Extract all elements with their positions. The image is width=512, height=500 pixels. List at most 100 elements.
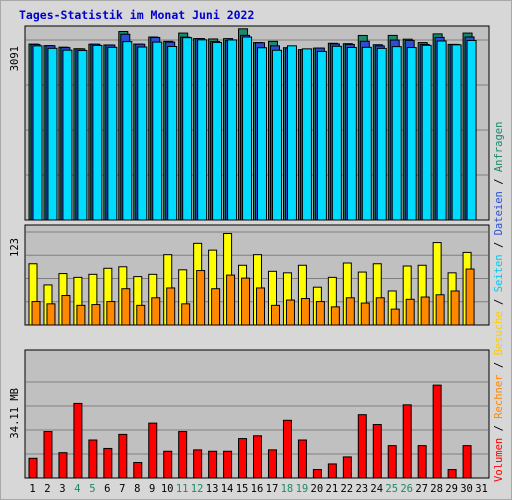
day-label: 31 xyxy=(475,483,488,495)
rechner-bar xyxy=(435,294,445,326)
rechner-bar xyxy=(61,295,71,326)
day-label: 17 xyxy=(266,483,279,495)
rechner-bar xyxy=(315,301,325,326)
volumen-bar xyxy=(28,457,38,479)
legend-separator: / xyxy=(493,172,505,192)
volumen-bar xyxy=(432,384,442,479)
rechner-bar xyxy=(300,298,310,326)
legend-rechner: Rechner xyxy=(493,374,505,419)
day-label: 9 xyxy=(149,483,155,495)
day-label: 5 xyxy=(89,483,95,495)
seiten-bar xyxy=(197,39,208,221)
volumen-bar xyxy=(88,439,98,479)
seiten-bar xyxy=(167,46,178,221)
rechner-bar xyxy=(226,274,236,326)
rechner-bar xyxy=(91,304,101,326)
seiten-bar xyxy=(391,46,402,221)
legend: Volumen / Rechner / Besuche / Seiten / D… xyxy=(492,26,508,482)
chart-title: Tages-Statistik im Monat Juni 2022 xyxy=(19,8,255,22)
rechner-bar xyxy=(285,299,295,326)
rechner-bar xyxy=(181,303,191,326)
day-label: 4 xyxy=(74,483,80,495)
seiten-bar xyxy=(62,49,73,221)
rechner-bar xyxy=(270,304,280,326)
rechner-bar xyxy=(151,297,161,326)
volumen-bar xyxy=(462,445,472,479)
y-max-label: 123 xyxy=(9,238,21,257)
seiten-bar xyxy=(47,47,58,221)
seiten-bar xyxy=(182,37,193,221)
y-max-label: 34.11 MB xyxy=(9,388,21,439)
volumen-bar xyxy=(447,469,457,479)
day-label: 2 xyxy=(44,483,50,495)
volumen-bar xyxy=(297,439,307,479)
day-label: 12 xyxy=(191,483,204,495)
volumen-bar xyxy=(133,462,143,479)
rechner-bar xyxy=(420,296,430,326)
volumen-bar xyxy=(342,456,352,479)
rechner-bar xyxy=(360,302,370,326)
rechner-bar xyxy=(46,303,56,326)
rechner-bar xyxy=(31,301,41,326)
rechner-bar xyxy=(375,297,385,326)
seiten-bar xyxy=(376,47,387,221)
day-label: 16 xyxy=(251,483,264,495)
day-label: 1 xyxy=(29,483,35,495)
seiten-bar xyxy=(451,44,462,221)
volumen-bar xyxy=(178,431,188,479)
rechner-bar xyxy=(256,287,266,326)
seiten-bar xyxy=(346,46,357,221)
day-label: 13 xyxy=(206,483,219,495)
seiten-bar xyxy=(257,47,268,221)
volumen-bar xyxy=(73,402,83,479)
rechner-bar xyxy=(196,270,206,326)
volumen-bar xyxy=(357,414,367,479)
volumen-bar xyxy=(118,433,128,479)
seiten-bar xyxy=(271,49,282,221)
y-max-label: 3091 xyxy=(9,46,21,71)
day-label: 19 xyxy=(296,483,309,495)
seiten-bar xyxy=(331,45,342,221)
rechner-bar xyxy=(390,308,400,326)
seiten-bar xyxy=(406,47,417,221)
rechner-bar xyxy=(166,287,176,326)
seiten-bar xyxy=(137,46,148,221)
volumen-bar xyxy=(208,450,218,479)
volumen-bar xyxy=(193,449,203,479)
day-label: 21 xyxy=(326,483,339,495)
rechner-bar xyxy=(106,301,116,326)
seiten-bar xyxy=(32,45,43,221)
rechner-bar xyxy=(241,277,251,326)
day-label: 26 xyxy=(400,483,413,495)
rechner-bar xyxy=(136,304,146,326)
day-label: 18 xyxy=(281,483,294,495)
volumen-bar xyxy=(148,422,158,479)
seiten-bar xyxy=(361,46,372,221)
seiten-bar xyxy=(436,40,447,221)
day-label: 6 xyxy=(104,483,110,495)
seiten-bar xyxy=(92,44,103,221)
seiten-bar xyxy=(152,41,163,221)
volumen-bar xyxy=(402,404,412,479)
volumen-bar xyxy=(103,447,113,479)
seiten-bar xyxy=(77,50,88,221)
day-label: 29 xyxy=(445,483,458,495)
volumen-bar xyxy=(327,463,337,479)
volumen-bar xyxy=(223,450,233,479)
rechner-bar xyxy=(211,288,221,326)
volumen-bar xyxy=(238,438,248,479)
day-label: 22 xyxy=(340,483,353,495)
legend-separator: / xyxy=(493,355,505,375)
seiten-bar xyxy=(122,41,133,221)
legend-separator: / xyxy=(493,418,505,438)
volumen-bar xyxy=(282,419,292,479)
volumen-bar xyxy=(372,424,382,479)
seiten-bar xyxy=(227,39,238,221)
rechner-bar xyxy=(405,298,415,326)
legend-anfragen: Anfragen xyxy=(493,121,505,173)
rechner-bar xyxy=(345,297,355,326)
day-label: 3 xyxy=(59,483,65,495)
rechner-bar xyxy=(121,288,131,326)
seiten-bar xyxy=(286,45,297,221)
